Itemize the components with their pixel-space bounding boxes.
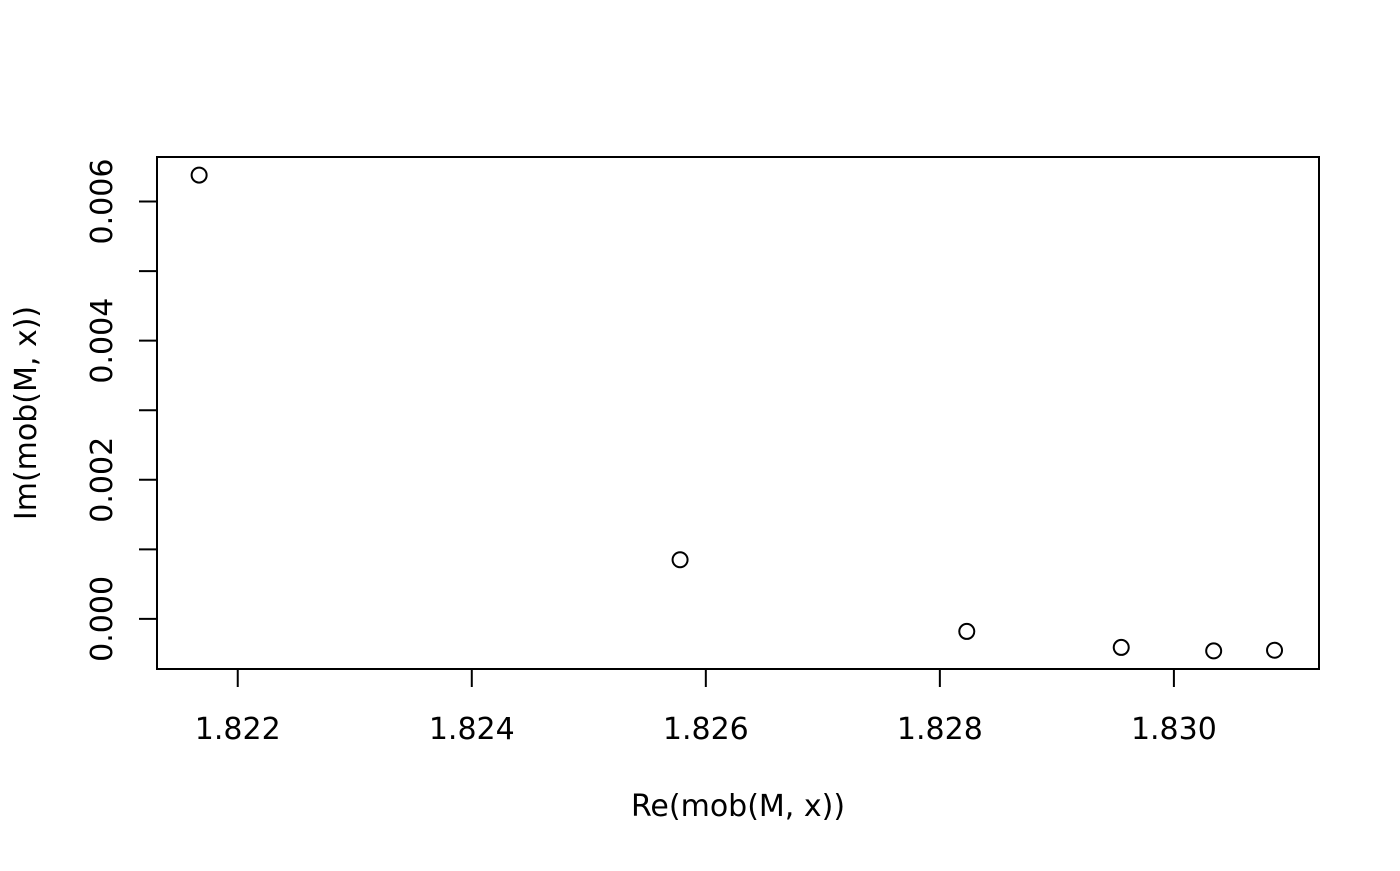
data-point: [1266, 641, 1284, 659]
data-point: [958, 622, 976, 640]
y-tick-label: 0.002: [85, 437, 120, 523]
x-tick-label: 1.830: [1131, 712, 1217, 747]
y-tick-label: 0.004: [85, 298, 120, 384]
y-tick-label: 0.006: [85, 159, 120, 245]
x-axis-title: Re(mob(M, x)): [631, 789, 845, 824]
x-tick-label: 1.822: [195, 712, 281, 747]
data-point: [1205, 642, 1223, 660]
x-tick-label: 1.824: [429, 712, 515, 747]
x-tick-label: 1.828: [897, 712, 983, 747]
x-axis: 1.822 1.824 1.826 1.828 1.830: [195, 668, 1217, 747]
data-point: [671, 551, 689, 569]
data-point: [1112, 638, 1130, 656]
y-axis-title: Im(mob(M, x)): [9, 306, 44, 520]
x-tick-label: 1.826: [663, 712, 749, 747]
data-point: [190, 166, 208, 184]
y-tick-label: 0.000: [85, 576, 120, 662]
data-points: [190, 166, 1284, 660]
plot-frame: [156, 156, 1320, 670]
y-axis: 0.000 0.002 0.004 0.006: [85, 159, 158, 662]
